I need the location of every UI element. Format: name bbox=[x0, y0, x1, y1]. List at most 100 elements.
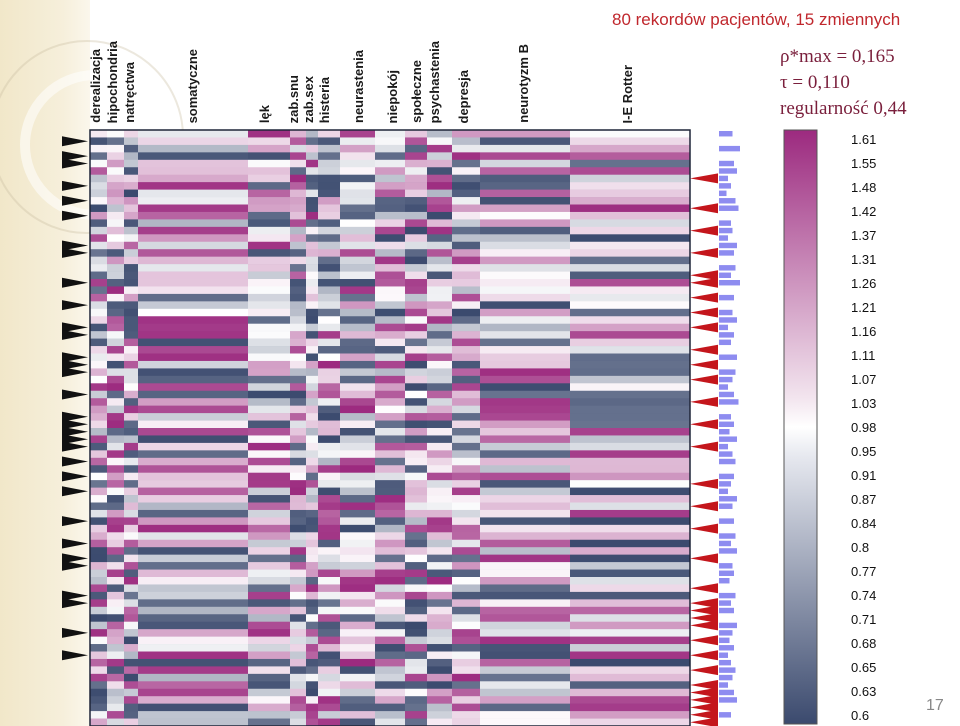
heatmap-cell bbox=[248, 226, 290, 235]
heatmap-cell bbox=[124, 226, 138, 235]
heatmap-cell bbox=[306, 204, 318, 213]
heatmap-cell bbox=[480, 346, 570, 354]
heatmap-cell bbox=[318, 577, 340, 585]
heatmap-cell bbox=[138, 286, 248, 295]
heatmap-cell bbox=[107, 144, 124, 153]
heatmap-cell bbox=[375, 435, 405, 444]
colorbar-tick-label: 0.63 bbox=[851, 684, 877, 699]
row-bar bbox=[719, 272, 731, 278]
heatmap-cell bbox=[248, 368, 290, 377]
heatmap-cell bbox=[248, 666, 290, 675]
heatmap-cell bbox=[340, 346, 375, 354]
heatmap-cell bbox=[107, 323, 124, 332]
heatmap-cell bbox=[452, 606, 480, 615]
heatmap-cell bbox=[90, 562, 107, 570]
heatmap-cell bbox=[107, 308, 124, 317]
heatmap-cell bbox=[290, 457, 306, 466]
heatmap-cell bbox=[570, 524, 690, 533]
heatmap-cell bbox=[248, 547, 290, 555]
heatmap-border bbox=[89, 129, 691, 726]
heatmap-cell bbox=[340, 211, 375, 220]
heatmap-cell bbox=[340, 390, 375, 399]
heatmap-cell bbox=[107, 226, 124, 235]
heatmap-cell bbox=[107, 159, 124, 168]
heatmap-cell bbox=[306, 152, 318, 161]
heatmap-cell bbox=[480, 234, 570, 243]
heatmap-cell bbox=[375, 636, 405, 645]
left-marker bbox=[62, 158, 88, 169]
heatmap-cell bbox=[306, 197, 318, 205]
row-bar bbox=[719, 652, 728, 658]
heatmap-cell bbox=[340, 360, 375, 369]
heatmap-cell bbox=[124, 524, 138, 533]
heatmap-cell bbox=[427, 487, 452, 496]
heatmap-cell bbox=[248, 539, 290, 548]
heatmap-cell bbox=[405, 144, 427, 153]
heatmap-cell bbox=[138, 435, 248, 444]
heatmap-cell bbox=[318, 249, 340, 257]
heatmap-cell bbox=[90, 502, 107, 511]
heatmap-cell bbox=[306, 465, 318, 473]
heatmap-cell bbox=[375, 450, 405, 459]
heatmap-cell bbox=[90, 651, 107, 660]
heatmap-cell bbox=[480, 316, 570, 324]
heatmap-cell bbox=[124, 211, 138, 220]
heatmap-cell bbox=[480, 301, 570, 310]
heatmap-cell bbox=[90, 241, 107, 250]
heatmap-cell bbox=[340, 144, 375, 153]
heatmap-cell bbox=[290, 495, 306, 503]
heatmap-cell bbox=[318, 152, 340, 161]
heatmap-cell bbox=[124, 703, 138, 712]
heatmap-cell bbox=[340, 666, 375, 675]
heatmap-cell bbox=[480, 569, 570, 578]
heatmap-cell bbox=[405, 256, 427, 265]
heatmap-cell bbox=[405, 480, 427, 488]
heatmap-cell bbox=[375, 323, 405, 332]
heatmap-cell bbox=[480, 219, 570, 228]
heatmap-cell bbox=[138, 524, 248, 533]
row-bar bbox=[719, 682, 728, 688]
heatmap-cell bbox=[570, 532, 690, 541]
heatmap-cell bbox=[405, 182, 427, 190]
heatmap-cell bbox=[427, 308, 452, 317]
heatmap-cell bbox=[340, 368, 375, 377]
heatmap-cell bbox=[306, 658, 318, 667]
heatmap-cell bbox=[290, 621, 306, 630]
heatmap-cell bbox=[90, 509, 107, 518]
heatmap-cell bbox=[427, 644, 452, 652]
left-marker bbox=[62, 389, 88, 400]
row-bar bbox=[719, 712, 731, 718]
heatmap-cell bbox=[124, 621, 138, 630]
heatmap-cell bbox=[480, 375, 570, 384]
heatmap-cell bbox=[318, 420, 340, 429]
heatmap-cell bbox=[124, 331, 138, 339]
heatmap-cell bbox=[124, 591, 138, 600]
heatmap-cell bbox=[452, 435, 480, 444]
heatmap-cell bbox=[124, 286, 138, 295]
heatmap-cell bbox=[427, 234, 452, 243]
heatmap-cell bbox=[480, 197, 570, 205]
heatmap-cell bbox=[480, 703, 570, 712]
heatmap-cell bbox=[452, 264, 480, 272]
heatmap-cell bbox=[107, 271, 124, 280]
heatmap-cell bbox=[375, 279, 405, 287]
heatmap-cell bbox=[107, 346, 124, 354]
heatmap-cell bbox=[570, 316, 690, 324]
heatmap-cell bbox=[480, 480, 570, 488]
heatmap-cell bbox=[340, 591, 375, 600]
right-marker bbox=[690, 583, 718, 594]
heatmap-cell bbox=[124, 599, 138, 608]
heatmap-cell bbox=[138, 264, 248, 272]
heatmap-cell bbox=[248, 495, 290, 503]
heatmap-cell bbox=[107, 554, 124, 563]
heatmap-cell bbox=[290, 390, 306, 399]
heatmap-cell bbox=[124, 465, 138, 473]
heatmap-cell bbox=[480, 279, 570, 287]
heatmap-cell bbox=[124, 152, 138, 161]
heatmap-cell bbox=[405, 487, 427, 496]
heatmap-cell bbox=[107, 420, 124, 429]
heatmap-cell bbox=[427, 279, 452, 287]
heatmap-cell bbox=[570, 658, 690, 667]
heatmap-cell bbox=[480, 532, 570, 541]
heatmap-cell bbox=[306, 644, 318, 652]
